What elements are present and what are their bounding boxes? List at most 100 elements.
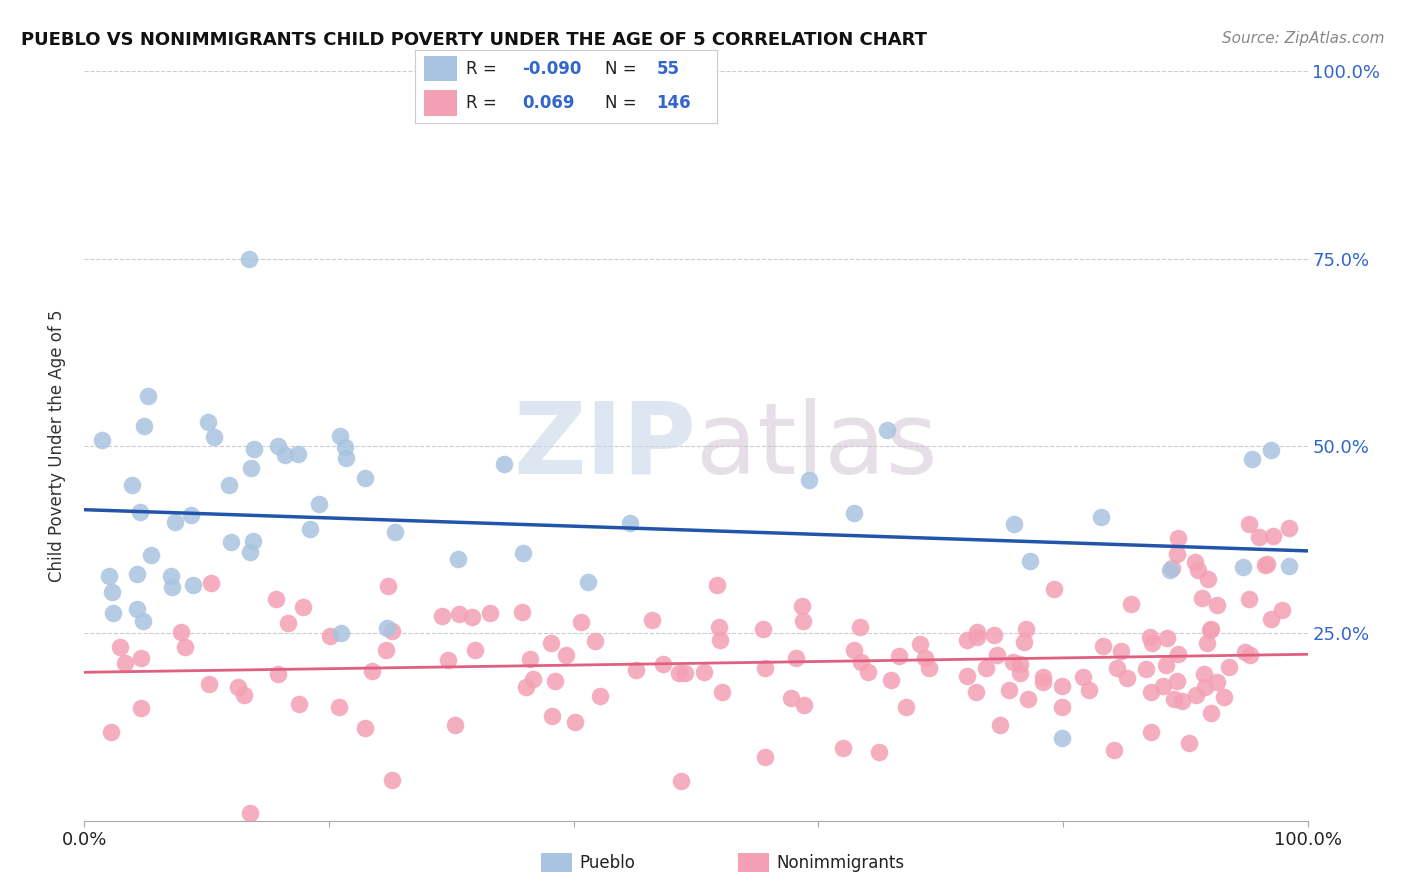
Text: 55: 55: [657, 60, 679, 78]
Point: [785, 650, 807, 665]
Point: [242, 534, 264, 549]
Point: [589, 689, 612, 703]
Point: [1167, 531, 1189, 545]
Point: [1163, 692, 1185, 706]
Text: PUEBLO VS NONIMMIGRANTS CHILD POVERTY UNDER THE AGE OF 5 CORRELATION CHART: PUEBLO VS NONIMMIGRANTS CHILD POVERTY UN…: [21, 31, 927, 49]
Point: [856, 665, 879, 680]
Point: [707, 620, 730, 634]
Point: [790, 599, 813, 613]
Point: [273, 448, 295, 462]
Point: [1166, 547, 1188, 561]
Point: [652, 657, 675, 671]
Point: [1256, 557, 1278, 571]
Point: [974, 661, 997, 675]
Point: [889, 649, 911, 664]
Point: [218, 478, 240, 492]
Point: [752, 622, 775, 636]
Point: [264, 592, 287, 607]
Point: [287, 698, 309, 712]
Point: [447, 551, 470, 566]
Point: [540, 708, 562, 723]
Point: [1140, 725, 1163, 739]
Point: [983, 628, 1005, 642]
Point: [880, 673, 903, 688]
Point: [894, 699, 917, 714]
Point: [1249, 530, 1271, 544]
Point: [1050, 679, 1073, 693]
Point: [515, 681, 537, 695]
Point: [1167, 647, 1189, 661]
Point: [555, 648, 578, 663]
Point: [132, 418, 155, 433]
Point: [1078, 683, 1101, 698]
Point: [90, 433, 112, 447]
Point: [1184, 555, 1206, 569]
Point: [328, 700, 350, 714]
Point: [173, 640, 195, 654]
Point: [160, 580, 183, 594]
Point: [1166, 673, 1188, 688]
Point: [1260, 612, 1282, 626]
Point: [1010, 657, 1032, 671]
Point: [131, 701, 153, 715]
Point: [1201, 706, 1223, 721]
Point: [914, 651, 936, 665]
Point: [583, 634, 606, 648]
Point: [198, 677, 221, 691]
Point: [1017, 692, 1039, 706]
Point: [966, 624, 988, 639]
Point: [494, 458, 516, 472]
Point: [181, 578, 204, 592]
Text: -0.090: -0.090: [522, 60, 582, 78]
Point: [1261, 529, 1284, 543]
Point: [374, 643, 396, 657]
Point: [233, 688, 256, 702]
Point: [1218, 660, 1240, 674]
Point: [226, 680, 249, 694]
Point: [377, 579, 399, 593]
Point: [1232, 559, 1254, 574]
Point: [129, 505, 152, 519]
Point: [329, 429, 352, 443]
Point: [1194, 666, 1216, 681]
Point: [849, 620, 872, 634]
Point: [844, 506, 866, 520]
Point: [97, 568, 120, 582]
Point: [1119, 597, 1142, 611]
Point: [103, 606, 125, 620]
Text: R =: R =: [467, 94, 496, 112]
Text: atlas: atlas: [696, 398, 938, 494]
Point: [1050, 700, 1073, 714]
Point: [754, 750, 776, 764]
Point: [1092, 639, 1115, 653]
Point: [986, 648, 1008, 662]
Point: [291, 600, 314, 615]
Point: [1135, 662, 1157, 676]
Point: [437, 653, 460, 667]
Point: [619, 516, 641, 530]
Point: [139, 548, 162, 562]
Text: Nonimmigrants: Nonimmigrants: [776, 854, 904, 871]
Point: [136, 389, 159, 403]
Point: [641, 613, 664, 627]
Point: [868, 745, 890, 759]
Point: [100, 725, 122, 739]
Point: [1197, 572, 1219, 586]
Point: [380, 624, 402, 639]
Point: [1237, 592, 1260, 607]
Point: [353, 721, 375, 735]
Point: [876, 423, 898, 437]
Point: [1195, 635, 1218, 649]
Point: [108, 640, 131, 655]
Point: [308, 497, 330, 511]
Point: [1015, 622, 1038, 636]
Point: [1002, 655, 1025, 669]
Point: [361, 664, 384, 678]
Point: [1170, 694, 1192, 708]
Point: [1107, 661, 1129, 675]
Point: [163, 516, 186, 530]
Text: R =: R =: [467, 60, 496, 78]
Point: [1032, 674, 1054, 689]
Point: [1199, 623, 1222, 637]
Point: [221, 534, 243, 549]
